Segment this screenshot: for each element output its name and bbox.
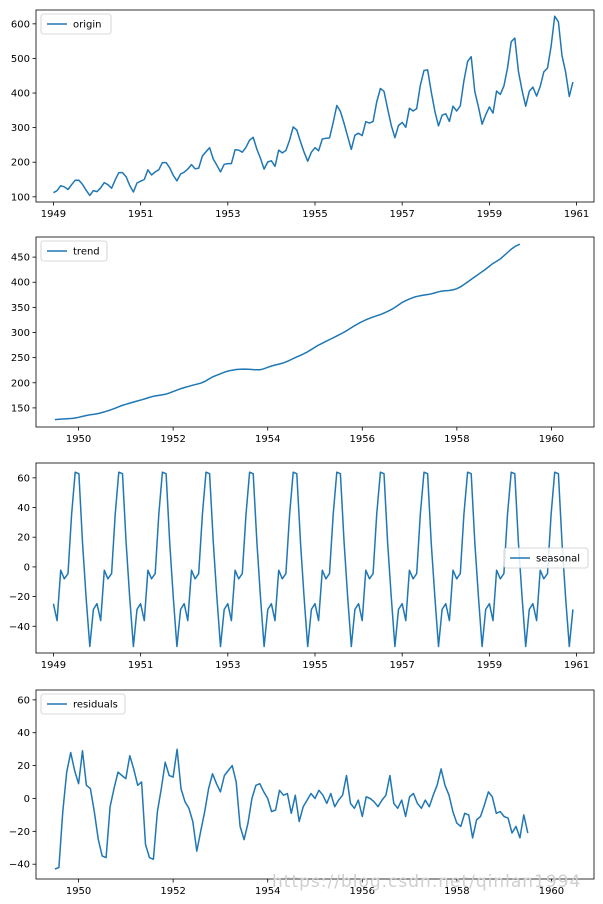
origin-chart: 1949 1951 1953 1955 1957 1959 1961 100 200 300 400… [11,9,595,220]
axes-frame [35,236,595,428]
x-tick-label: 1959 [477,660,502,671]
y-tick-label: 100 [11,192,30,203]
x-tick-label: 1956 [350,886,375,897]
x-tick-label: 1955 [302,660,327,671]
watermark: https://blog.csdn.net/qinlan1994 [272,872,582,892]
y-tick-label: 20 [17,761,30,772]
y-tick-label: −20 [9,592,30,603]
x-tick-label: 1954 [255,434,280,445]
legend-label: origin [73,20,101,31]
x-tick-label: 1950 [66,434,91,445]
y-tick-label: 200 [11,378,30,389]
legend-box [40,13,112,35]
series-line-seasonal [52,471,574,648]
y-tick-label: 200 [11,158,30,169]
series-line-residuals [54,748,529,870]
x-tick-label: 1959 [477,209,502,220]
x-tick-label: 1953 [215,660,240,671]
x-tick-label: 1961 [564,660,589,671]
axes-frame [35,689,595,880]
x-tick-label: 1958 [444,434,469,445]
x-tick-label: 1953 [215,209,240,220]
y-tick-label: 0 [24,794,30,805]
legend-box [40,693,126,715]
y-tick-label: 20 [17,533,30,544]
y-tick-label: 400 [11,278,30,289]
x-tick-label: 1949 [41,209,66,220]
y-tick-label: 0 [24,562,30,573]
y-tick-label: 500 [11,54,30,65]
legend: seasonal [503,547,589,569]
x-tick-label: 1954 [255,886,280,897]
y-tick-label: −20 [9,827,30,838]
series-line-trend [54,243,521,421]
legend: trend [40,240,108,262]
x-tick-label: 1956 [350,434,375,445]
legend: residuals [40,693,126,715]
x-tick-label: 1955 [302,209,327,220]
x-tick-label: 1951 [128,660,153,671]
x-tick-label: 1958 [444,886,469,897]
x-tick-label: 1950 [66,886,91,897]
x-tick-label: 1960 [539,886,564,897]
y-tick-label: 60 [17,473,30,484]
x-tick-label: 1961 [564,209,589,220]
y-tick-label: 450 [11,253,30,264]
x-tick-label: 1952 [160,886,185,897]
y-tick-label: 40 [17,728,30,739]
residuals-chart: 1950 1952 1954 1956 1958 1960 −40 −20 0 20 40 60 res… [9,689,595,897]
y-tick-label: 600 [11,19,30,30]
y-tick-label: 60 [17,695,30,706]
y-tick-label: 350 [11,303,30,314]
y-tick-label: −40 [9,860,30,871]
x-tick-label: 1951 [128,209,153,220]
x-tick-label: 1957 [389,209,414,220]
x-tick-label: 1949 [41,660,66,671]
x-tick-label: 1960 [539,434,564,445]
y-tick-label: 150 [11,403,30,414]
legend-box [40,240,108,262]
x-tick-label: 1952 [160,434,185,445]
trend-chart: 1950 1952 1954 1956 1958 1960 150 200 250 300 350 4… [11,236,595,445]
y-tick-label: 40 [17,503,30,514]
y-tick-label: 300 [11,123,30,134]
legend-box [503,547,589,569]
series-line-origin [53,15,574,197]
x-tick-label: 1957 [389,660,414,671]
seasonal-chart: 1949 1951 1953 1955 1957 1959 1961 −40 −20 0 20 40 6… [9,462,595,671]
y-tick-label: −40 [9,622,30,633]
y-tick-label: 250 [11,353,30,364]
legend-label: trend [73,247,100,258]
legend-label: residuals [73,700,118,711]
legend: origin [40,13,112,35]
legend-label: seasonal [536,554,580,565]
y-tick-label: 400 [11,89,30,100]
y-tick-label: 300 [11,328,30,339]
